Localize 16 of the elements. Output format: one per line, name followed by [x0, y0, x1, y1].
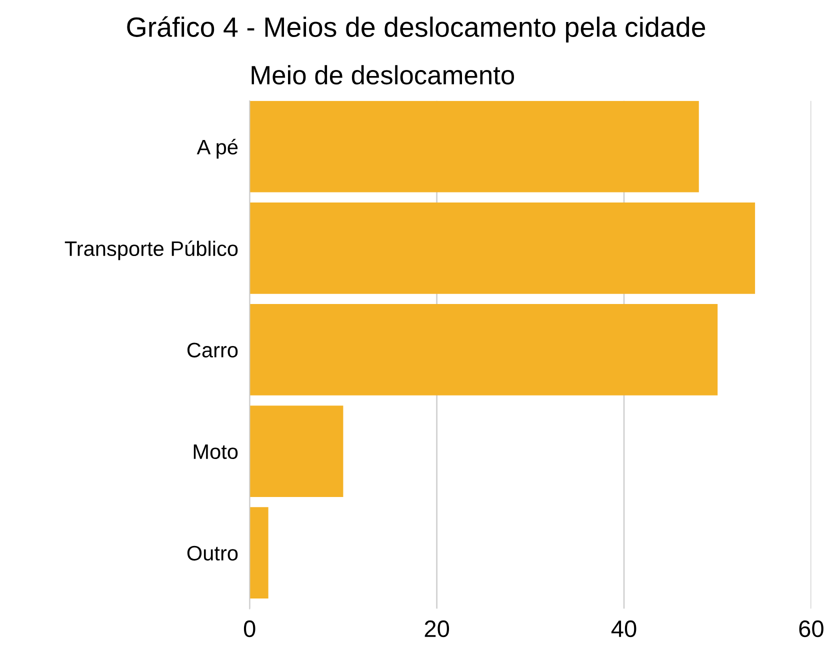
y-tick-label: Transporte Público: [64, 240, 238, 260]
chart-title: Gráfico 4 - Meios de deslocamento pela cidade: [127, 16, 706, 42]
y-tick-label: A pé: [196, 138, 238, 159]
y-tick-label: Moto: [194, 444, 238, 460]
bar: [250, 100, 699, 192]
y-tick-label: Outro: [187, 546, 238, 561]
bar: [250, 406, 344, 497]
bar: [250, 304, 718, 396]
bar: [250, 202, 756, 294]
bar: [250, 507, 268, 599]
chart-subtitle: Meio de deslocamento: [252, 65, 514, 84]
x-tick-label: 60: [799, 620, 824, 638]
x-tick-label: 20: [424, 620, 450, 638]
x-tick-label: 40: [611, 620, 636, 638]
x-tick-label: 0: [244, 620, 256, 638]
y-tick-label: Carro: [187, 342, 238, 358]
